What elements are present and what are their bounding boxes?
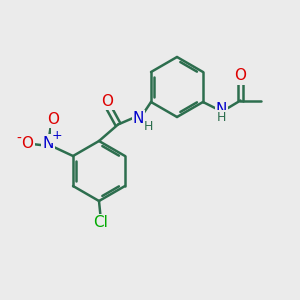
Text: H: H <box>217 111 226 124</box>
Text: H: H <box>144 119 153 133</box>
Text: O: O <box>101 94 113 109</box>
Text: O: O <box>47 112 59 127</box>
Text: O: O <box>21 136 33 151</box>
Text: Cl: Cl <box>93 215 108 230</box>
Text: O: O <box>235 68 247 83</box>
Text: -: - <box>16 132 21 145</box>
Text: N: N <box>133 111 144 126</box>
Text: N: N <box>42 136 54 151</box>
Text: N: N <box>216 102 227 117</box>
Text: +: + <box>52 129 62 142</box>
